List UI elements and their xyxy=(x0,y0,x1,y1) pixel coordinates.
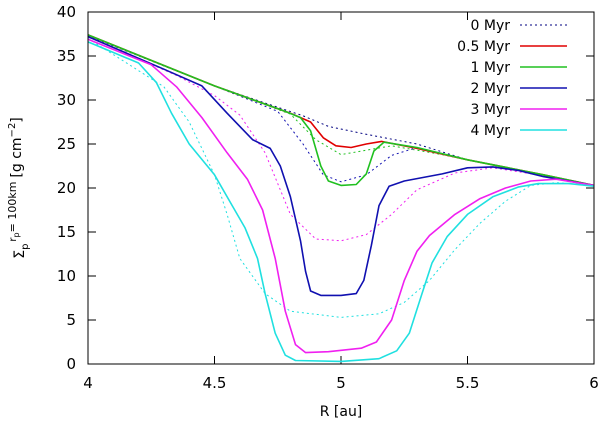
y-label-sigma: Σ xyxy=(12,250,28,259)
y-label-sub: p xyxy=(20,244,31,250)
y-tick-label: 5 xyxy=(66,311,76,329)
y-tick-label: 0 xyxy=(66,355,76,373)
x-axis-label: R [au] xyxy=(320,404,363,420)
y-tick-labels: 0 5 10 15 20 25 30 35 40 xyxy=(57,3,76,373)
series-line-3 xyxy=(87,35,595,297)
legend-label: 4 Myr xyxy=(471,123,511,139)
legend-label: 3 Myr xyxy=(471,102,511,118)
series-line-7 xyxy=(87,35,595,186)
y-tick-label: 40 xyxy=(57,3,76,21)
y-label-unit-close: ] xyxy=(9,117,25,122)
x-tick-label: 5 xyxy=(336,374,346,392)
series-layer xyxy=(87,34,595,363)
plot-background xyxy=(88,12,594,364)
plot-frame xyxy=(87,11,595,365)
series-line-5 xyxy=(87,41,595,363)
y-label-sub2: r xyxy=(8,237,19,242)
y-label-rest: = 100km xyxy=(6,182,19,233)
legend: 0 Myr 0.5 Myr 1 Myr 2 Myr 3 Myr 4 Myr xyxy=(457,18,567,139)
y-tick-label: 15 xyxy=(57,223,76,241)
y-tick-label: 25 xyxy=(57,135,76,153)
series-line-8 xyxy=(87,36,595,242)
y-label-sub3: p xyxy=(12,232,21,237)
series-line-0 xyxy=(87,34,595,186)
x-tick-label: 5.5 xyxy=(456,374,480,392)
y-axis-label: Σprp= 100km[g cm−2] xyxy=(6,117,31,259)
series-line-2 xyxy=(87,34,595,187)
legend-label: 1 Myr xyxy=(471,60,511,76)
y-label-unit: [g cm xyxy=(9,137,25,177)
legend-label: 2 Myr xyxy=(471,81,511,97)
y-label-unit-exp: −2 xyxy=(7,123,18,138)
legend-label: 0.5 Myr xyxy=(457,39,510,55)
x-tick-label: 4.5 xyxy=(203,374,227,392)
y-tick-label: 20 xyxy=(57,179,76,197)
y-tick-label: 30 xyxy=(57,91,76,109)
x-tick-labels: 4 4.5 5 5.5 6 xyxy=(83,374,599,392)
y-tick-label: 10 xyxy=(57,267,76,285)
x-tick-label: 4 xyxy=(83,374,93,392)
svg-text:Σprp= 100km[g cm−2]: Σprp= 100km[g cm−2] xyxy=(6,117,31,259)
x-tick-label: 6 xyxy=(589,374,599,392)
legend-label: 0 Myr xyxy=(471,18,511,34)
series-line-4 xyxy=(87,38,595,354)
y-tick-label: 35 xyxy=(57,47,76,65)
